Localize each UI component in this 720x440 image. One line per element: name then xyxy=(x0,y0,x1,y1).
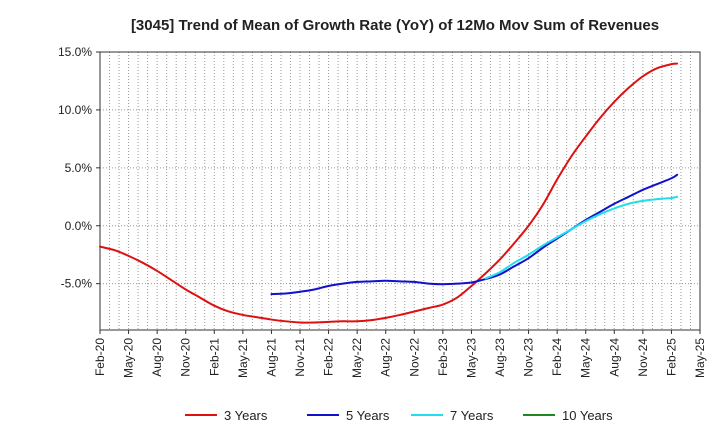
x-tick-label: May-23 xyxy=(464,338,478,378)
x-tick-label: Feb-25 xyxy=(664,338,678,376)
grid-layer xyxy=(99,51,701,330)
y-tick-label: 0.0% xyxy=(65,219,93,233)
x-tick-label: Nov-24 xyxy=(636,338,650,377)
plot-area-border xyxy=(99,51,701,331)
x-tick-label: Nov-22 xyxy=(407,338,421,377)
x-tick-label: May-22 xyxy=(350,338,364,378)
axis-layer: 15.0% 10.0% 5.0% 0.0% -5.0% Feb-20 May-20 Aug-2… xyxy=(58,45,707,378)
x-tick-label: May-21 xyxy=(236,338,250,378)
x-tick-label: Nov-21 xyxy=(293,338,307,377)
series-line-5-years xyxy=(270,173,679,296)
legend: 3 Years 5 Years 7 Years 10 Years xyxy=(185,408,613,423)
x-tick-label: Feb-23 xyxy=(436,338,450,376)
x-tick-label: Feb-21 xyxy=(207,338,221,376)
x-tick-label: May-20 xyxy=(122,338,136,378)
x-tick-label: Feb-20 xyxy=(93,338,107,376)
y-tick-label: 15.0% xyxy=(58,45,92,59)
x-tick-label: Nov-23 xyxy=(522,338,536,377)
x-tick-label: Aug-23 xyxy=(493,338,507,377)
y-tick-label: 5.0% xyxy=(65,161,93,175)
legend-label-3-years: 3 Years xyxy=(224,408,268,423)
chart-title: [3045] Trend of Mean of Growth Rate (YoY… xyxy=(131,17,659,34)
x-tick-label: Feb-22 xyxy=(322,338,336,376)
x-tick-label: Nov-20 xyxy=(179,338,193,377)
legend-label-5-years: 5 Years xyxy=(346,408,390,423)
legend-label-10-years: 10 Years xyxy=(562,408,613,423)
series-line-3-years xyxy=(99,62,679,324)
x-tick-label: Aug-22 xyxy=(379,338,393,377)
x-tick-label: Feb-24 xyxy=(550,338,564,376)
y-tick-label: -5.0% xyxy=(61,277,93,291)
x-tick-label: May-24 xyxy=(579,338,593,378)
y-tick-label: 10.0% xyxy=(58,103,92,117)
series-layer xyxy=(99,62,679,324)
legend-label-7-years: 7 Years xyxy=(450,408,494,423)
x-tick-label: May-25 xyxy=(693,338,707,378)
series-line-7-years xyxy=(484,195,679,280)
x-tick-label: Aug-24 xyxy=(607,338,621,377)
x-tick-label: Aug-20 xyxy=(150,338,164,377)
x-tick-label: Aug-21 xyxy=(264,338,278,377)
